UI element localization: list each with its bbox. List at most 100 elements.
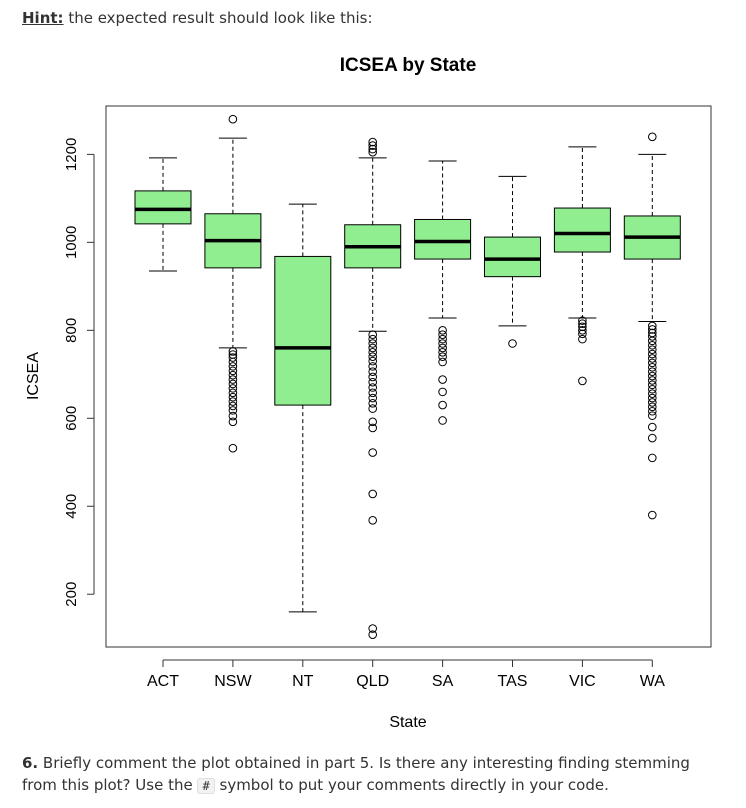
outlier-point [438,375,447,384]
box-wa [623,132,681,520]
y-tick-label: 1000 [63,226,80,259]
x-tick-label-nt: NT [292,673,314,690]
outlier-point [648,389,657,398]
outlier-point [648,411,657,420]
iqr-box [484,236,541,278]
y-tick-label: 1200 [63,138,80,171]
outlier-point [648,510,657,520]
outlier-point [438,416,447,425]
x-tick-label-wa: WA [640,673,666,690]
outlier-point [228,392,238,402]
outlier-point [648,325,657,334]
y-tick-label: 400 [63,494,80,519]
outlier-point [648,349,657,359]
box-tas [484,175,541,348]
outlier-point [228,375,238,384]
outlier-point [228,406,238,415]
outlier-point [438,352,447,362]
outlier-point [368,383,378,392]
outlier-point [368,423,378,433]
y-tick-label: 600 [63,406,80,431]
outlier-point [228,384,238,393]
iqr-box [414,218,472,260]
outlier-point [438,400,447,410]
outlier-point [648,362,657,372]
outlier-point [368,352,378,362]
outlier-point [368,362,378,371]
outlier-point [578,316,587,325]
chart-axes: 200 400 600 800 1000 1200 ACT NSW NT QLD SA TAS VIC W… [63,138,665,690]
outlier-point [578,322,587,332]
outlier-point [648,321,657,331]
outlier-point [648,453,657,463]
outlier-point [438,326,447,335]
outlier-point [368,334,378,344]
outlier-point [228,388,238,398]
outlier-point [228,114,238,124]
outlier-point [368,448,378,457]
outlier-point [368,624,378,633]
outlier-point [438,387,447,397]
box-vic [553,146,611,386]
outlier-point [648,402,657,412]
x-tick-label-sa: SA [432,673,454,690]
outlier-point [368,343,378,353]
box-sa [414,160,472,425]
outlier-point [438,343,447,353]
box-act [134,157,192,272]
icsea-boxplot: ICSEA by State 200 400 600 800 1000 1200 ACT NS… [25,55,712,731]
outlier-point [648,433,657,443]
outlier-point [648,398,657,407]
chart-title: ICSEA by State [340,55,477,76]
outlier-point [368,388,378,398]
outlier-point [578,319,587,329]
outlier-point [368,356,378,366]
outlier-point [368,137,378,147]
x-tick-label-act: ACT [147,673,179,690]
outlier-point [368,404,378,413]
outlier-point [648,354,657,363]
outlier-point [578,329,587,339]
outlier-point [438,334,447,344]
outlier-point [228,411,238,421]
outlier-point [648,358,657,368]
outlier-point [648,371,657,381]
outlier-point [648,422,657,432]
outlier-point [368,516,378,525]
outlier-point [368,141,378,150]
outlier-point [368,399,378,408]
outlier-point [578,326,587,335]
outlier-point [368,417,378,427]
box-nsw [204,114,262,453]
y-axis-label: ICSEA [25,352,42,400]
outlier-point [228,347,238,356]
question-text-before: Briefly comment the plot obtained in par… [22,754,690,794]
outlier-point [228,357,238,367]
hint-text: Hint: the expected result should look li… [22,9,373,27]
question-block: 6. Briefly comment the plot obtained in … [22,752,722,797]
iqr-box [274,255,332,406]
outlier-point [648,332,657,341]
outlier-point [648,336,657,346]
box-nt [274,203,332,613]
outlier-point [368,393,378,403]
outlier-point [648,393,657,403]
question-number: 6. [22,754,39,772]
outlier-point [368,489,378,499]
iqr-box [134,190,192,225]
hash-code-chip: # [197,778,215,794]
outlier-point [648,132,657,142]
question-text-after: symbol to put your comments directly in … [219,776,609,794]
x-tick-label-vic: VIC [569,673,596,690]
outlier-point [578,376,587,386]
plot-frame [105,105,712,648]
outlier-point [648,367,657,376]
outlier-point [228,379,238,389]
outlier-point [438,330,447,340]
outlier-point [368,330,378,340]
outlier-point [648,376,657,385]
outlier-point [368,372,378,382]
outlier-point [228,370,238,380]
outlier-point [648,406,657,416]
outlier-point [438,339,447,348]
